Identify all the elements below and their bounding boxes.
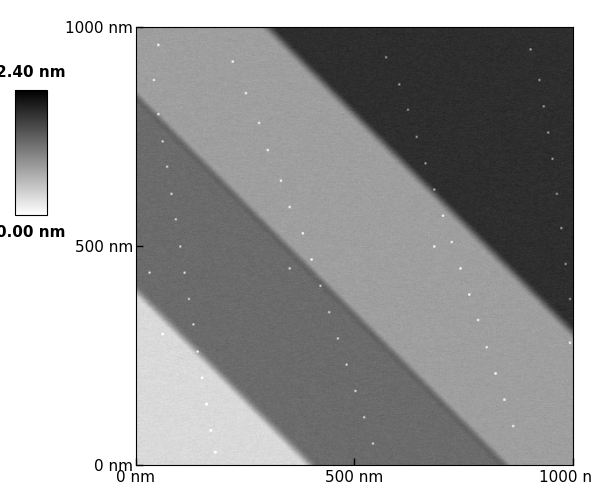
Text: 2.40 nm: 2.40 nm [0,65,66,80]
Text: 0.00 nm: 0.00 nm [0,225,66,240]
